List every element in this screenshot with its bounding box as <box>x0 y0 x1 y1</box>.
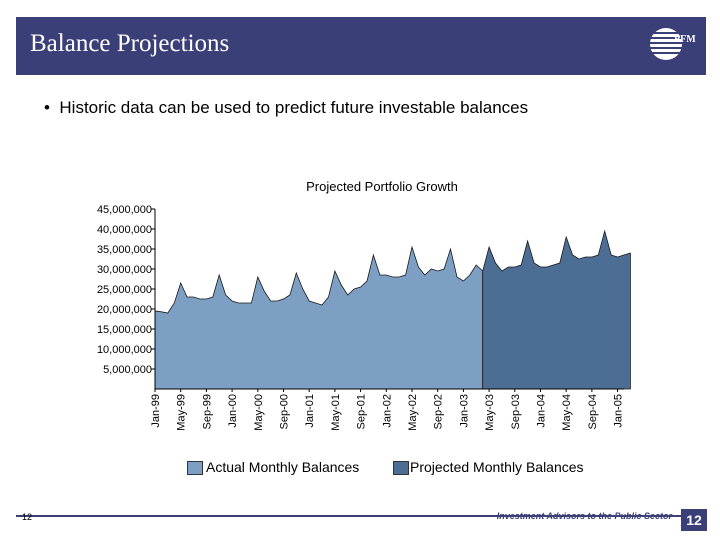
y-tick-label: 45,000,000 <box>97 204 152 216</box>
bullet-point: • Historic data can be used to predict f… <box>44 98 528 118</box>
legend-swatch-projected <box>393 461 409 475</box>
legend-swatch-actual <box>187 461 203 475</box>
x-tick-label: Jan-01 <box>304 394 316 428</box>
x-tick-label: May-01 <box>330 394 342 431</box>
x-tick-label: May-02 <box>407 394 419 431</box>
x-tick-label: Jan-05 <box>613 394 625 428</box>
y-tick-label: 15,000,000 <box>97 324 152 336</box>
x-tick-label: Sep-01 <box>356 394 368 429</box>
x-tick-label: Sep-03 <box>510 394 522 429</box>
footer-line <box>16 515 681 517</box>
x-tick-label: May-03 <box>484 394 496 431</box>
x-tick-label: May-99 <box>176 394 188 431</box>
footer-text: Investment Advisors to the Public Sector <box>496 511 672 521</box>
y-tick-label: 5,000,000 <box>103 364 152 376</box>
y-tick-label: 35,000,000 <box>97 244 152 256</box>
y-tick-label: 25,000,000 <box>97 284 152 296</box>
x-tick-label: Sep-04 <box>587 394 599 429</box>
y-tick-label: 10,000,000 <box>97 344 152 356</box>
title-band <box>16 17 706 75</box>
legend-label-projected: Projected Monthly Balances <box>410 459 584 475</box>
x-tick-label: Sep-00 <box>279 394 291 429</box>
y-tick-label: 40,000,000 <box>97 224 152 236</box>
x-tick-label: Jan-02 <box>381 394 393 428</box>
chart-title: Projected Portfolio Growth <box>306 179 458 194</box>
y-tick-label: 30,000,000 <box>97 264 152 276</box>
bullet-dot-icon: • <box>44 98 60 117</box>
bullet-text: Historic data can be used to predict fut… <box>59 98 529 117</box>
x-tick-label: Jan-00 <box>227 394 239 428</box>
page-number-box: 12 <box>681 509 707 531</box>
x-tick-label: Jan-03 <box>458 394 470 428</box>
area-projected <box>482 229 631 390</box>
logo-text: PFM <box>674 34 696 45</box>
portfolio-growth-chart: Projected Portfolio Growth 5,000,000 10,0… <box>97 179 631 431</box>
x-tick-label: May-00 <box>253 394 265 431</box>
x-tick-label: Sep-02 <box>433 394 445 429</box>
legend-label-actual: Actual Monthly Balances <box>206 459 360 475</box>
pfm-logo-icon: PFM <box>650 28 696 60</box>
y-tick-label: 20,000,000 <box>97 304 152 316</box>
slide-title: Balance Projections <box>30 30 230 57</box>
x-tick-label: Jan-04 <box>536 394 548 428</box>
x-tick-label: Jan-99 <box>150 394 162 428</box>
x-tick-label: Sep-99 <box>201 394 213 429</box>
x-tick-label: May-04 <box>561 394 573 431</box>
page-number-left: 12 <box>22 512 33 522</box>
area-actual <box>154 245 484 390</box>
